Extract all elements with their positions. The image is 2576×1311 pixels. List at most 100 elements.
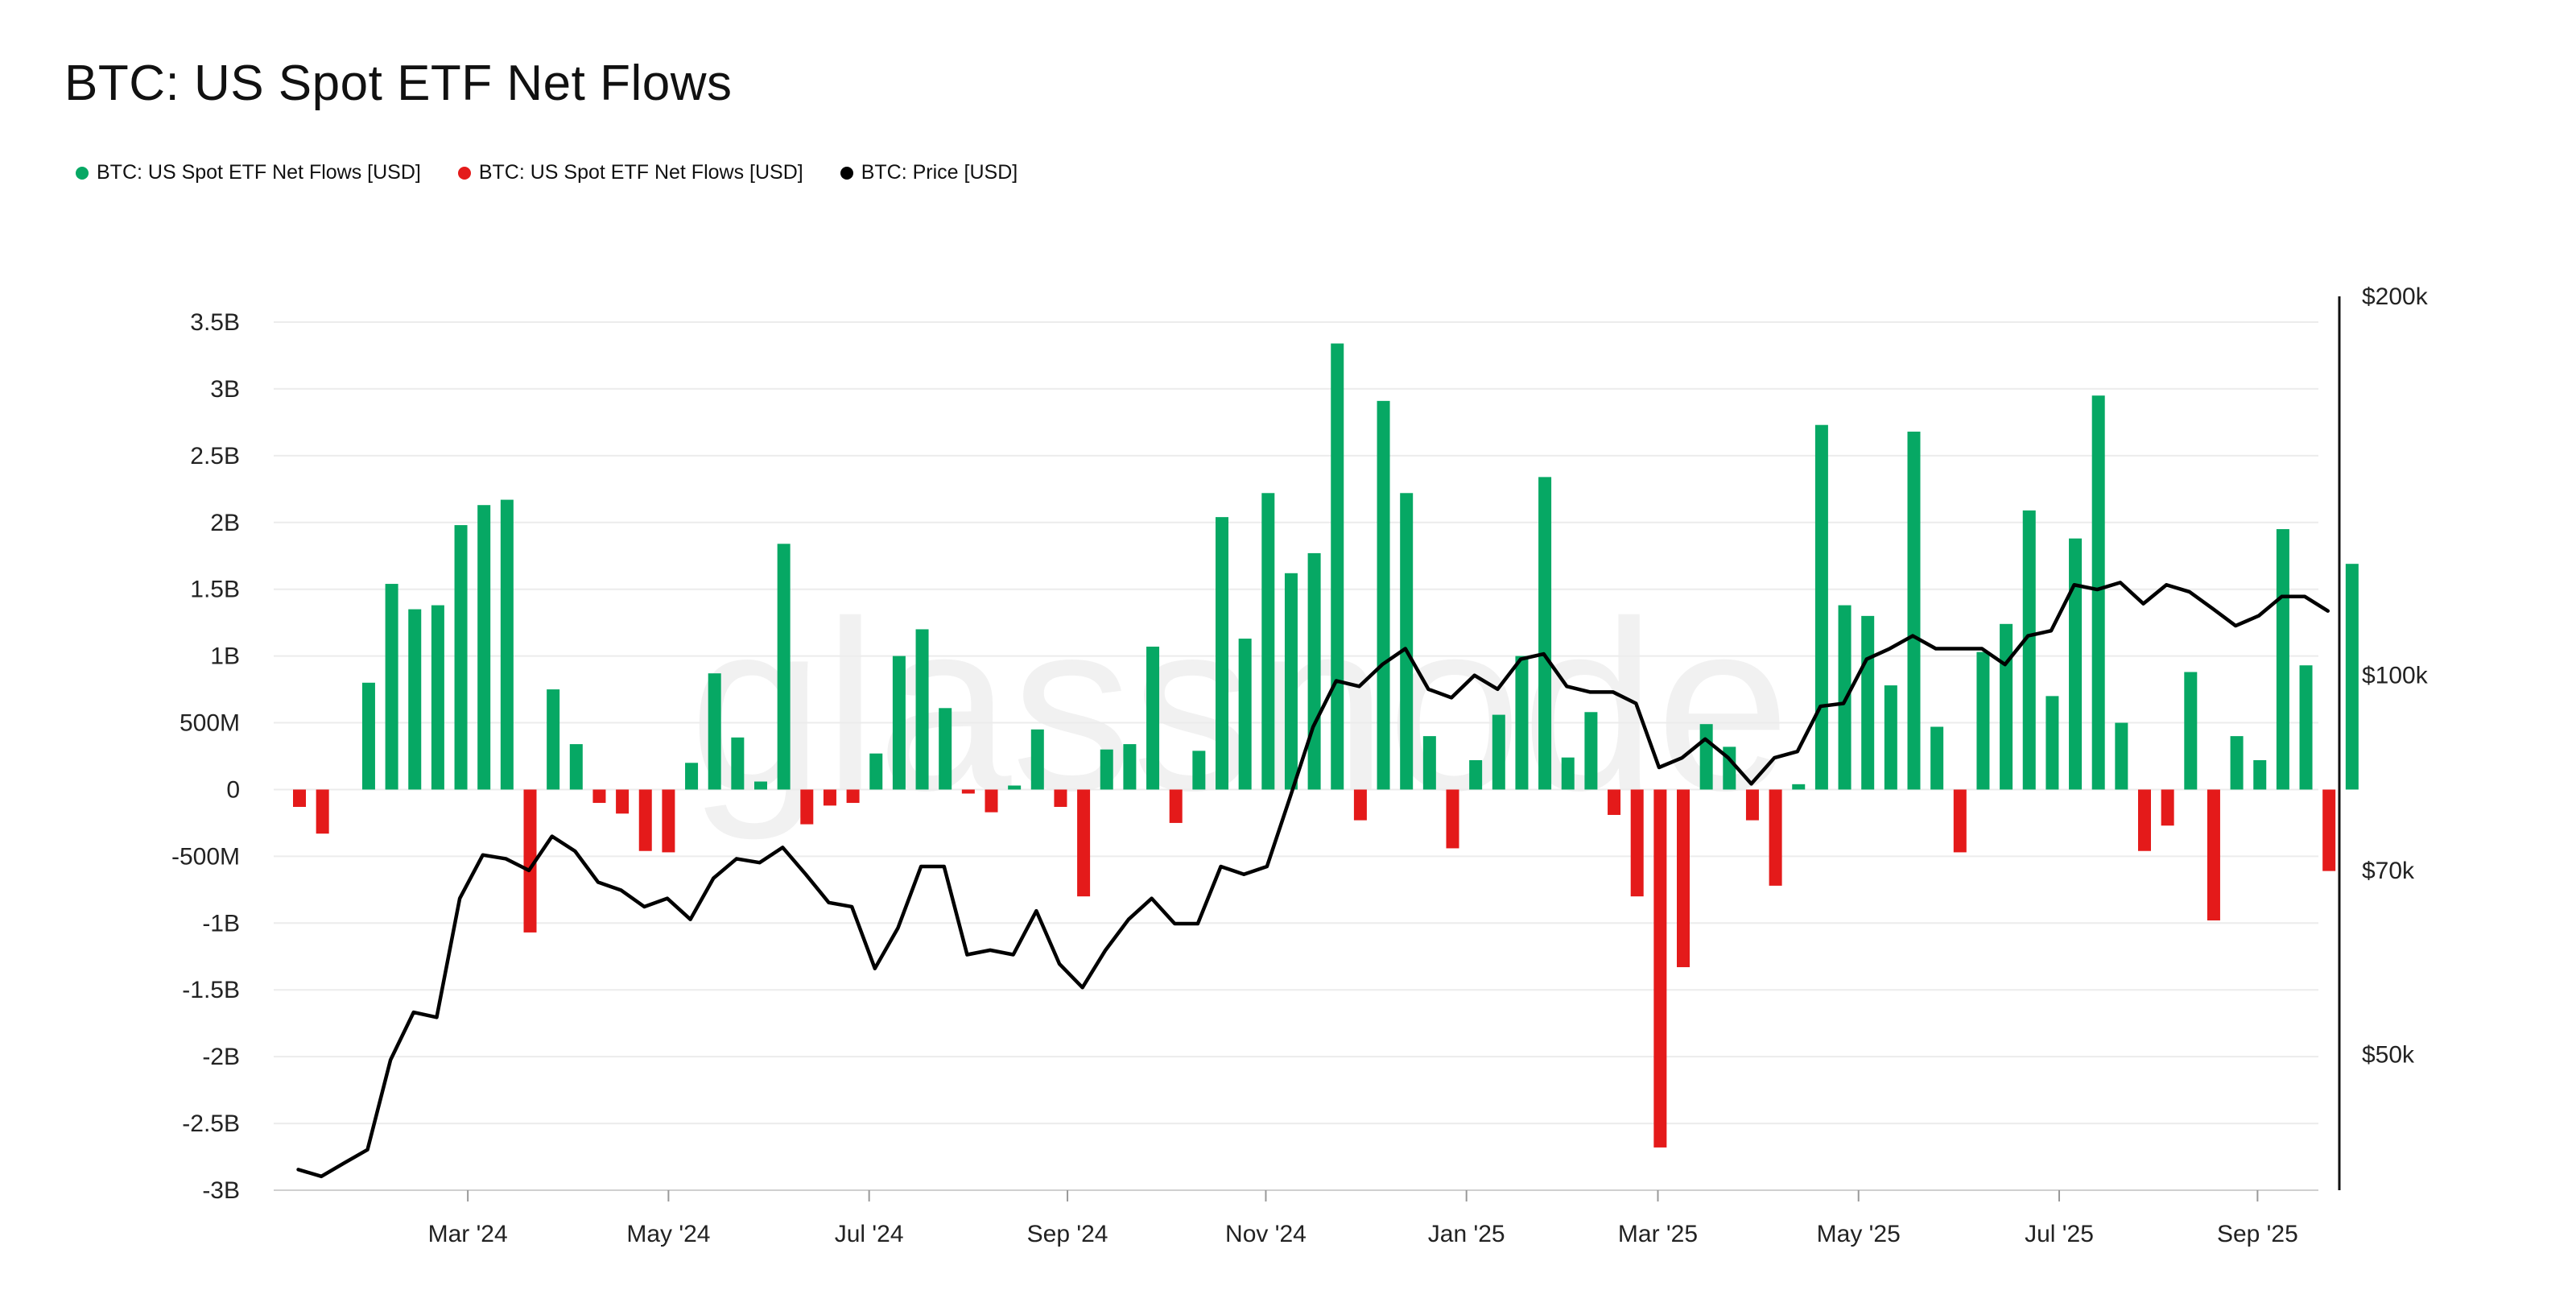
outflow-bar[interactable] — [1608, 789, 1621, 815]
outflow-bar[interactable] — [2322, 789, 2336, 871]
outflow-bar[interactable] — [1745, 789, 1759, 821]
price-point — [896, 926, 899, 929]
inflow-bar[interactable] — [2046, 696, 2059, 790]
inflow-bar[interactable] — [892, 656, 906, 790]
outflow-bar[interactable] — [1169, 789, 1183, 823]
inflow-bar[interactable] — [361, 682, 375, 790]
inflow-bar[interactable] — [939, 708, 952, 790]
inflow-bar[interactable] — [2184, 672, 2198, 790]
inflow-bar[interactable] — [477, 505, 491, 790]
outflow-bar[interactable] — [592, 789, 606, 804]
inflow-bar[interactable] — [1146, 647, 1160, 790]
inflow-bar[interactable] — [1469, 759, 1483, 790]
outflow-bar[interactable] — [846, 789, 860, 804]
inflow-bar[interactable] — [1699, 724, 1713, 790]
inflow-bar[interactable] — [1216, 517, 1228, 790]
inflow-bar[interactable] — [1584, 712, 1598, 790]
inflow-bar[interactable] — [1422, 736, 1436, 790]
legend-item-price[interactable]: BTC: Price [USD] — [840, 161, 1018, 184]
inflow-bar[interactable] — [1284, 573, 1298, 790]
x-tick-label: May '24 — [626, 1221, 710, 1247]
inflow-bar[interactable] — [1261, 493, 1275, 790]
inflow-bar[interactable] — [1238, 639, 1252, 790]
x-tick-label: May '25 — [1817, 1221, 1901, 1247]
inflow-bar[interactable] — [1907, 431, 1921, 790]
inflow-bar[interactable] — [2069, 538, 2083, 790]
inflow-bar[interactable] — [1538, 477, 1552, 790]
outflow-bar[interactable] — [985, 789, 998, 813]
inflow-bar[interactable] — [777, 544, 791, 790]
outflow-bar[interactable] — [1953, 789, 1967, 853]
inflow-bar[interactable] — [500, 499, 514, 790]
legend-item-negative-flows[interactable]: BTC: US Spot ETF Net Flows [USD] — [457, 161, 803, 184]
inflow-bar[interactable] — [1561, 757, 1575, 790]
inflow-bar[interactable] — [1100, 749, 1113, 790]
inflow-bar[interactable] — [1377, 400, 1390, 790]
outflow-bar[interactable] — [2207, 789, 2220, 920]
inflow-bar[interactable] — [1930, 726, 1944, 790]
inflow-bar[interactable] — [754, 781, 767, 790]
inflow-bar[interactable] — [731, 737, 745, 790]
inflow-bar[interactable] — [454, 525, 468, 790]
inflow-bar[interactable] — [1792, 784, 1806, 790]
inflow-bar[interactable] — [1976, 651, 1990, 790]
inflow-bar[interactable] — [547, 689, 560, 790]
outflow-bar[interactable] — [1630, 789, 1644, 897]
outflow-bar[interactable] — [523, 789, 537, 933]
inflow-bar[interactable] — [2299, 665, 2313, 790]
inflow-bar[interactable] — [2091, 395, 2105, 790]
outflow-bar[interactable] — [1077, 789, 1091, 897]
inflow-bar[interactable] — [869, 753, 883, 790]
outflow-bar[interactable] — [616, 789, 630, 814]
inflow-bar[interactable] — [1030, 729, 1044, 790]
outflow-bar[interactable] — [800, 789, 814, 825]
outflow-bar[interactable] — [2138, 789, 2151, 851]
outflow-bar[interactable] — [638, 789, 652, 851]
inflow-bar[interactable] — [2022, 510, 2036, 790]
inflow-bar[interactable] — [408, 609, 422, 790]
inflow-bar[interactable] — [1307, 552, 1321, 790]
inflow-bar[interactable] — [431, 605, 444, 790]
inflow-bar[interactable] — [685, 763, 699, 790]
outflow-bar[interactable] — [662, 789, 675, 853]
inflow-bar[interactable] — [1861, 615, 1875, 790]
inflow-bar[interactable] — [1400, 493, 1414, 790]
legend-item-positive-flows[interactable]: BTC: US Spot ETF Net Flows [USD] — [76, 161, 421, 184]
inflow-bar[interactable] — [1884, 685, 1897, 790]
inflow-bar[interactable] — [2230, 736, 2244, 790]
inflow-bar[interactable] — [2276, 529, 2289, 790]
inflow-bar[interactable] — [1192, 751, 1206, 790]
inflow-bar[interactable] — [1814, 424, 1828, 790]
outflow-bar[interactable] — [961, 789, 975, 794]
inflow-bar[interactable] — [2000, 623, 2013, 790]
inflow-bar[interactable] — [1492, 714, 1505, 790]
inflow-bar[interactable] — [1515, 656, 1529, 790]
inflow-bar[interactable] — [2115, 722, 2128, 790]
price-point — [2050, 629, 2053, 632]
outflow-bar[interactable] — [1769, 789, 1782, 886]
outflow-bar[interactable] — [293, 789, 306, 808]
outflow-bar[interactable] — [1677, 789, 1690, 968]
inflow-bar[interactable] — [2345, 564, 2359, 790]
inflow-bar[interactable] — [569, 744, 583, 790]
outflow-bar[interactable] — [1353, 789, 1367, 821]
outflow-bar[interactable] — [823, 789, 836, 806]
inflow-bar[interactable] — [1123, 744, 1137, 790]
legend-label: BTC: US Spot ETF Net Flows [USD] — [97, 161, 421, 184]
inflow-bar[interactable] — [385, 584, 398, 790]
outflow-bar[interactable] — [2161, 789, 2174, 826]
price-point — [1888, 647, 1891, 651]
inflow-bar[interactable] — [915, 629, 929, 790]
inflow-bar[interactable] — [708, 673, 721, 790]
outflow-bar[interactable] — [1446, 789, 1459, 849]
outflow-bar[interactable] — [1653, 789, 1667, 1148]
inflow-bar[interactable] — [1331, 343, 1344, 790]
inflow-bar[interactable] — [1008, 785, 1022, 790]
inflow-bar[interactable] — [2253, 759, 2267, 790]
outflow-bar[interactable] — [1054, 789, 1067, 808]
price-point — [2303, 595, 2306, 598]
outflow-bar[interactable] — [316, 789, 329, 834]
y-left-tick-label: 2.5B — [190, 443, 240, 469]
price-point — [2188, 590, 2191, 593]
price-point — [1911, 635, 1914, 638]
